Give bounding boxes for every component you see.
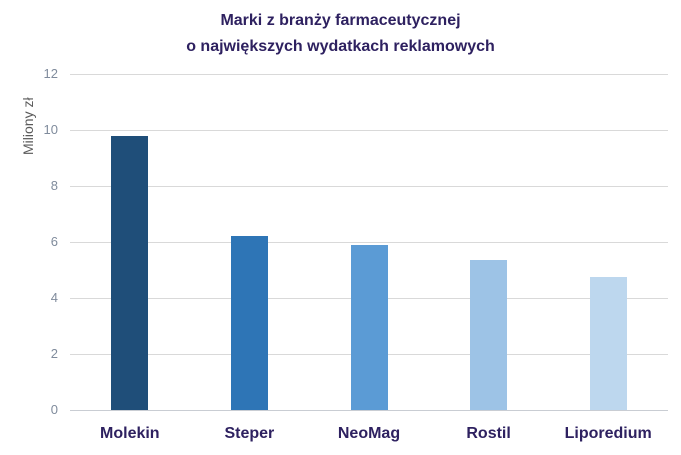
- gridline: [70, 242, 668, 243]
- y-tick-label: 12: [43, 66, 58, 81]
- chart-title-line-1: Marki z branży farmaceutycznej: [220, 12, 461, 29]
- x-category-label-rostil: Rostil: [466, 425, 511, 442]
- x-category-label-steper: Steper: [224, 425, 275, 442]
- plot-area: 12 10 8 6 4 2 0 Molekin Steper NeoMag Rostil Lipore…: [44, 67, 668, 442]
- gridline: [70, 74, 668, 75]
- gridline: [70, 130, 668, 131]
- y-tick-label: 6: [50, 234, 58, 249]
- bar-steper: [230, 236, 268, 410]
- y-tick-label: 8: [50, 178, 58, 193]
- gridline: [70, 186, 668, 187]
- bar-neomag: [350, 244, 388, 410]
- y-tick-label: 2: [50, 346, 58, 361]
- bar-liporedium: [589, 277, 627, 410]
- x-axis-line: [70, 410, 668, 411]
- bar-rostil: [470, 260, 508, 410]
- x-category-label-neomag: NeoMag: [337, 425, 401, 442]
- x-category-label-molekin: Molekin: [100, 425, 160, 442]
- y-tick-label: 0: [50, 402, 58, 417]
- chart-title: Marki z branży farmaceutycznej o najwięk…: [0, 8, 681, 60]
- y-tick-label: 10: [43, 122, 58, 137]
- chart-title-line-2: o największych wydatkach reklamowych: [186, 38, 495, 55]
- y-tick-label: 4: [50, 290, 58, 305]
- x-category-label-liporedium: Liporedium: [564, 425, 652, 442]
- bar-molekin: [111, 135, 149, 410]
